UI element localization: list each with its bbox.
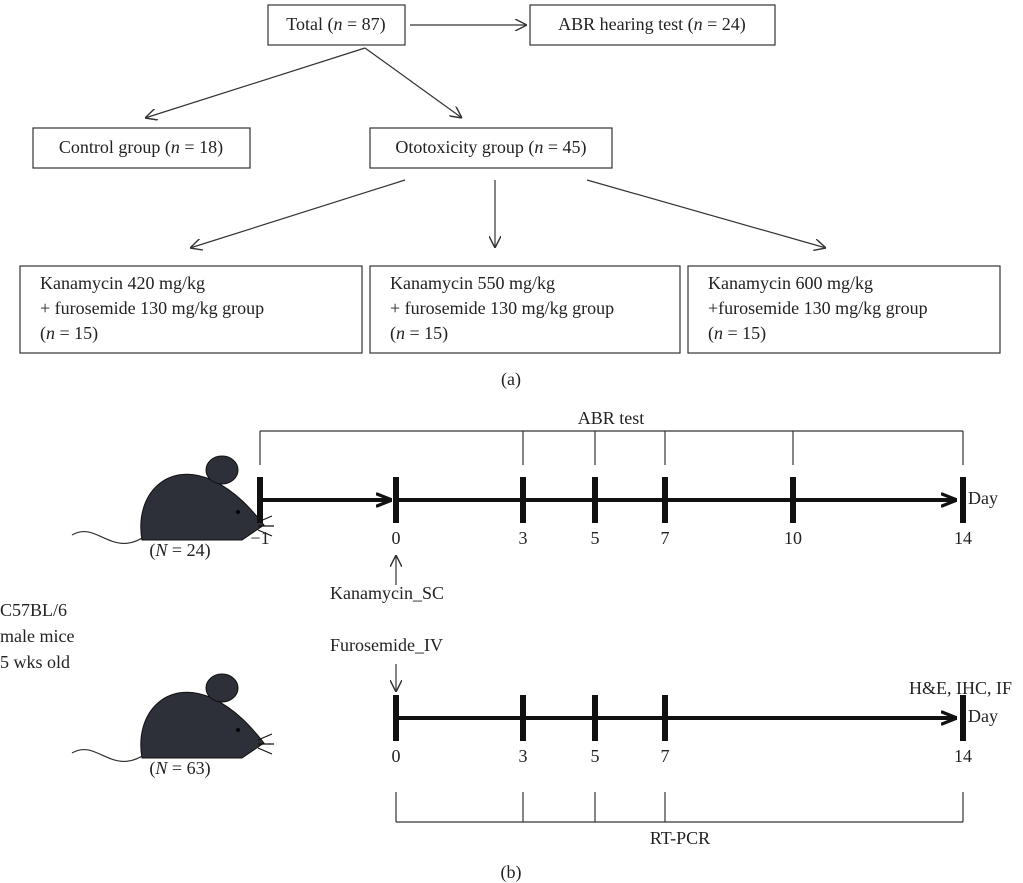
group-line: +furosemide 130 mg/kg group [708,298,928,318]
node-label: Control group (n = 18) [59,137,223,158]
strain-label: C57BL/6 [0,600,67,620]
group-line: Kanamycin 420 mg/kg [40,273,205,293]
day-label: 7 [661,528,670,548]
node-label: Ototoxicity group (n = 45) [395,137,586,158]
group-line: Kanamycin 600 mg/kg [708,273,873,293]
timeline-label: ABR test [578,408,645,428]
day-label: 0 [392,746,401,766]
day-label: 5 [591,746,600,766]
arrow [190,180,405,248]
mouse-icon [72,674,274,761]
treatment-label: Furosemide_IV [330,635,443,655]
count-label: (N = 24) [149,540,210,561]
day-label: 14 [954,528,972,548]
arrow [145,48,365,118]
group-line: Kanamycin 550 mg/kg [390,273,555,293]
group-line: + furosemide 130 mg/kg group [40,298,264,318]
unit-label: Day [968,706,998,726]
day-label: 7 [661,746,670,766]
arrow [587,180,826,248]
treatment-label: Kanamycin_SC [330,583,444,603]
panel-label: (b) [501,862,522,883]
day-label: −1 [250,528,269,548]
day-label: 3 [519,528,528,548]
arrow [365,48,462,118]
day-label: 0 [392,528,401,548]
node-label: ABR hearing test (n = 24) [558,14,746,35]
unit-label: Day [968,488,998,508]
timeline-label: RT-PCR [650,828,710,848]
mouse-icon [72,456,274,543]
panel-label: (a) [501,369,521,390]
count-label: (N = 63) [149,758,210,779]
node-label: Total (n = 87) [286,14,385,35]
group-line: + furosemide 130 mg/kg group [390,298,614,318]
day-label: 10 [784,528,802,548]
strain-label: 5 wks old [0,652,70,672]
strain-label: male mice [0,626,74,646]
day-label: 3 [519,746,528,766]
group-line: (n = 15) [390,323,448,344]
diagram: Total (n = 87) ABR hearing test (n = 24)… [0,0,1023,883]
group-line: (n = 15) [40,323,98,344]
day-label: 5 [591,528,600,548]
day-label: 14 [954,746,972,766]
group-line: (n = 15) [708,323,766,344]
